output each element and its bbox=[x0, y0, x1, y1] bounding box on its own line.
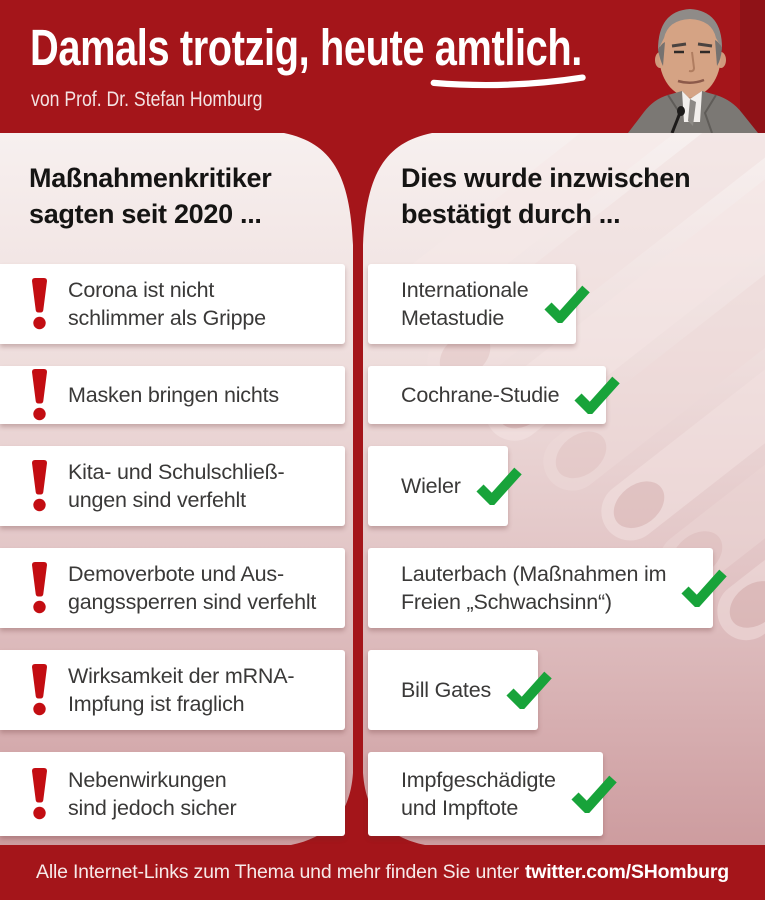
author-subtitle: von Prof. Dr. Stefan Homburg bbox=[31, 88, 263, 111]
underline-swoosh-icon bbox=[430, 74, 586, 89]
footer-text: Alle Internet-Links zum Thema und mehr f… bbox=[36, 861, 519, 883]
exclamation-icon bbox=[32, 460, 47, 512]
comparison-row: Wirksamkeit der mRNA- Impfung ist fragli… bbox=[0, 650, 552, 730]
confirmation-text: Lauterbach (Maßnahmen im Freien „Schwach… bbox=[401, 562, 667, 614]
confirmation-text: Impfgeschädigte und Impftote bbox=[401, 768, 556, 820]
right-column-header: Dies wurde inzwischen bestätigt durch ..… bbox=[401, 163, 691, 229]
twitter-link[interactable]: twitter.com/SHomburg bbox=[524, 861, 729, 883]
claim-card: Wirksamkeit der mRNA- Impfung ist fragli… bbox=[0, 650, 345, 730]
comparison-area: Maßnahmenkritiker sagten seit 2020 ... D… bbox=[0, 133, 765, 845]
checkmark-icon bbox=[681, 569, 728, 607]
claim-card: Corona ist nicht schlimmer als Grippe bbox=[0, 264, 345, 344]
exclamation-icon bbox=[32, 768, 47, 820]
confirmation-card: Cochrane-Studie bbox=[368, 366, 621, 424]
comparison-row: Demoverbote und Aus- gangssperren sind v… bbox=[0, 548, 728, 628]
comparison-row: Corona ist nicht schlimmer als Grippe In… bbox=[0, 264, 590, 344]
header-banner: Damals trotzig, heute amtlich. von Prof.… bbox=[0, 0, 765, 133]
claim-card: Demoverbote und Aus- gangssperren sind v… bbox=[0, 548, 345, 628]
footer-bar: Alle Internet-Links zum Thema und mehr f… bbox=[0, 845, 765, 900]
claim-text: Kita- und Schulschließ- ungen sind verfe… bbox=[68, 460, 285, 512]
confirmation-text: Bill Gates bbox=[401, 678, 492, 702]
exclamation-icon bbox=[32, 562, 47, 614]
title-emphasis: amtlich. bbox=[430, 19, 586, 89]
exclamation-icon bbox=[32, 278, 47, 330]
confirmation-text: Cochrane-Studie bbox=[401, 383, 560, 407]
confirmation-card: Impfgeschädigte und Impftote bbox=[368, 752, 617, 836]
checkmark-icon bbox=[506, 671, 552, 709]
checkmark-icon bbox=[476, 467, 522, 505]
checkmark-icon bbox=[571, 775, 617, 813]
page-title: Damals trotzig, heute amtlich. bbox=[30, 19, 586, 89]
title-lead: Damals trotzig, heute bbox=[30, 19, 425, 76]
confirmation-card: Wieler bbox=[368, 446, 522, 526]
claim-card: Nebenwirkungen sind jedoch sicher bbox=[0, 752, 345, 836]
checkmark-icon bbox=[543, 285, 590, 323]
left-column-header: Maßnahmenkritiker sagten seit 2020 ... bbox=[29, 163, 272, 229]
confirmation-card: Internationale Metastudie bbox=[368, 264, 590, 344]
claim-card: Kita- und Schulschließ- ungen sind verfe… bbox=[0, 446, 345, 526]
confirmation-card: Bill Gates bbox=[368, 650, 552, 730]
confirmation-text: Wieler bbox=[401, 474, 461, 498]
claim-text: Masken bringen nichts bbox=[68, 383, 279, 407]
confirmation-text: Internationale Metastudie bbox=[401, 278, 529, 330]
claim-card: Masken bringen nichts bbox=[0, 366, 345, 424]
checkmark-icon bbox=[574, 376, 621, 414]
claim-text: Demoverbote und Aus- gangssperren sind v… bbox=[68, 562, 317, 614]
portrait-photo bbox=[620, 0, 765, 133]
comparison-row: Kita- und Schulschließ- ungen sind verfe… bbox=[0, 446, 522, 526]
center-divider bbox=[284, 133, 432, 845]
exclamation-icon bbox=[32, 369, 47, 421]
comparison-row: Nebenwirkungen sind jedoch sicher Impfge… bbox=[0, 752, 617, 836]
exclamation-icon bbox=[32, 664, 47, 716]
confirmation-card: Lauterbach (Maßnahmen im Freien „Schwach… bbox=[368, 548, 728, 628]
claim-text: Wirksamkeit der mRNA- Impfung ist fragli… bbox=[68, 664, 295, 716]
claim-text: Nebenwirkungen sind jedoch sicher bbox=[68, 768, 237, 820]
comparison-row: Masken bringen nichts Cochrane-Studie bbox=[0, 366, 621, 424]
claim-text: Corona ist nicht schlimmer als Grippe bbox=[68, 278, 266, 330]
